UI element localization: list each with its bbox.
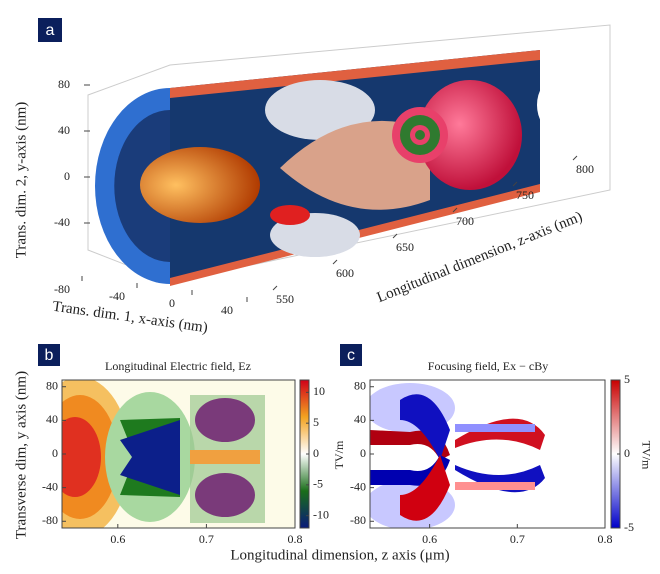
z-tick-label: 700	[456, 214, 474, 228]
panel-title: Longitudinal Electric field, Ez	[105, 359, 251, 373]
y-tick-label: 80	[46, 378, 58, 392]
z-tick-label: 800	[576, 162, 594, 176]
y-axis-label: Trans. dim. 2, y-axis (nm)	[13, 102, 29, 259]
z-tick-label: 750	[516, 188, 534, 202]
panel-label: b	[45, 347, 54, 364]
render-3d	[88, 25, 610, 286]
y-axis-label: Transverse dim, y axis (nm)	[13, 371, 29, 539]
colorbar-tick-label: -10	[313, 507, 329, 521]
z-tick-label: 650	[396, 240, 414, 254]
y-tick-label: 40	[46, 412, 58, 426]
x-tick-label: 40	[221, 303, 233, 317]
colorbar-tick-label: 0	[313, 446, 319, 460]
field-map	[30, 377, 295, 537]
colorbar-tick-label: -5	[313, 477, 323, 491]
panel-title: Focusing field, Ex − cBy	[428, 359, 548, 373]
x-tick-label: 0.8	[598, 532, 613, 546]
y-tick-label: -80	[350, 513, 366, 527]
x-tick-label: -40	[109, 289, 125, 303]
tick-mark	[573, 156, 577, 160]
y-tick-label: -40	[42, 479, 58, 493]
x-axis-label: Trans. dim. 1, x-axis (nm)	[51, 299, 208, 337]
x-tick-label: 0.6	[422, 532, 437, 546]
field-map	[365, 380, 605, 530]
y-tick-label: -40	[54, 215, 70, 229]
colorbar-tick-label: 5	[624, 372, 630, 386]
x-axis-label: Longitudinal dimension, z axis (μm)	[230, 547, 449, 563]
x-tick-label: -80	[54, 282, 70, 296]
tick-mark	[333, 260, 337, 264]
tick-mark	[273, 286, 277, 290]
colorbar-tick-label: 5	[313, 415, 319, 429]
y-tick-label: 80	[354, 378, 366, 392]
x-tick-label: 0	[169, 296, 175, 310]
y-tick-label: 0	[52, 446, 58, 460]
y-tick-label: 40	[354, 412, 366, 426]
colorbar-tick-label: 10	[313, 384, 325, 398]
panel-label: a	[46, 22, 55, 39]
colorbar-label: TV/m	[639, 441, 653, 470]
figure: a Trans. dim. 2, y-axis (nm) Trans. dim.…	[0, 0, 660, 574]
y-tick-label: 40	[58, 123, 70, 137]
x-tick-label: 0.6	[110, 532, 125, 546]
y-tick-label: 80	[58, 77, 70, 91]
colorbar-tick-label: -5	[624, 520, 634, 534]
y-tick-label: 0	[360, 446, 366, 460]
y-tick-label: 0	[64, 169, 70, 183]
y-tick-label: -40	[350, 479, 366, 493]
panel-label: c	[347, 347, 355, 364]
y-axis-label: TV/m	[332, 440, 346, 469]
z-tick-label: 600	[336, 266, 354, 280]
x-tick-label: 0.7	[510, 532, 525, 546]
colorbar-tick-label: 0	[624, 446, 630, 460]
y-tick-label: -80	[42, 513, 58, 527]
x-tick-label: 0.7	[199, 532, 214, 546]
x-tick-label: 0.8	[288, 532, 303, 546]
z-tick-label: 550	[276, 292, 294, 306]
